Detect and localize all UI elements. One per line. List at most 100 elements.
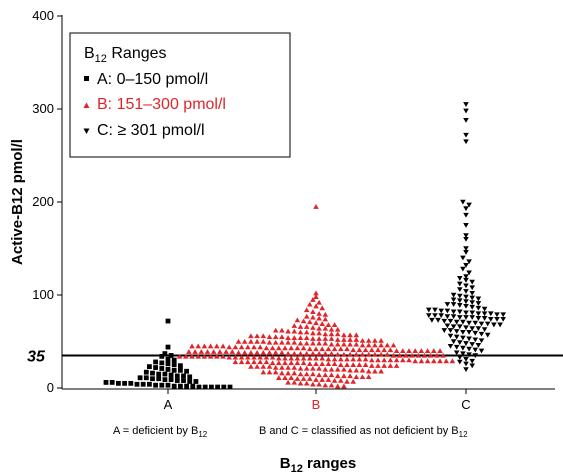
data-point-a (159, 382, 165, 388)
data-point-b (424, 358, 431, 364)
data-point-b (375, 363, 381, 368)
x-axis-title-rest: ranges (303, 455, 356, 472)
x-tick-label: C (461, 397, 470, 412)
data-point-c (463, 223, 469, 228)
data-point-b (220, 353, 226, 359)
data-point-b (235, 338, 242, 344)
data-point-b (338, 377, 344, 383)
x-axis-title: B12 ranges (280, 455, 356, 474)
data-point-b (319, 305, 325, 311)
data-point-b (257, 344, 263, 350)
data-point-b (331, 346, 338, 352)
data-point-b (272, 350, 279, 355)
data-point-b (344, 378, 350, 384)
data-point-b (291, 379, 298, 385)
data-point-c (466, 352, 472, 358)
data-point-b (307, 346, 313, 352)
data-point-b (279, 370, 285, 376)
data-point-b (316, 381, 322, 387)
data-point-b (396, 352, 403, 358)
data-point-c (457, 298, 463, 304)
x-axis-title-main: B (280, 455, 291, 472)
data-point-b (334, 326, 341, 332)
data-point-b (406, 357, 412, 363)
data-point-a (174, 373, 180, 379)
data-point-b (381, 347, 387, 353)
data-point-b (372, 368, 378, 374)
data-point-c (472, 337, 479, 343)
data-point-c (453, 319, 460, 325)
data-point-b (291, 335, 298, 340)
data-point-c (463, 289, 469, 294)
data-point-c (463, 117, 469, 123)
data-point-c (463, 367, 469, 372)
data-point-a (227, 384, 233, 390)
data-point-b (378, 368, 384, 374)
data-point-c (478, 348, 485, 354)
data-point-a (109, 380, 115, 385)
data-point-b (316, 315, 322, 321)
data-point-b (319, 321, 325, 327)
data-point-b (285, 328, 291, 334)
data-point-c (475, 343, 482, 348)
data-point-b (310, 314, 316, 320)
legend-entry-c: C: ≥ 301 pmol/l (97, 122, 205, 139)
data-point-c (463, 206, 469, 212)
data-point-a (159, 360, 165, 366)
data-point-c (481, 316, 488, 321)
data-point-a (159, 366, 165, 371)
note-not-deficient-sub: 12 (459, 430, 468, 439)
data-point-c (432, 307, 438, 313)
data-point-a (165, 361, 171, 367)
data-point-c (457, 355, 463, 360)
data-point-b (307, 355, 313, 361)
data-point-b (269, 354, 276, 360)
data-point-c (469, 310, 475, 316)
data-point-b (325, 356, 332, 362)
data-point-a (168, 377, 174, 383)
data-point-a (171, 383, 177, 389)
y-ticks: 0 100 200 300 400 (32, 8, 62, 395)
data-point-c (438, 308, 444, 314)
data-point-b (229, 349, 236, 354)
data-point-b (347, 373, 353, 379)
data-point-a (196, 384, 202, 390)
data-point-b (350, 356, 356, 362)
data-point-b (310, 350, 316, 356)
data-point-b (238, 354, 245, 360)
data-point-b (269, 345, 276, 351)
data-point-a (153, 359, 158, 365)
legend-title-sub: 12 (95, 53, 107, 65)
data-point-a (193, 379, 199, 384)
data-point-c (463, 361, 469, 367)
data-point-c (460, 199, 466, 205)
data-point-b (347, 341, 353, 347)
data-point-b (393, 363, 400, 368)
data-point-b (195, 343, 201, 349)
data-point-b (279, 334, 285, 340)
data-point-b (269, 360, 276, 366)
data-point-b (378, 351, 384, 357)
data-point-a (209, 384, 214, 390)
data-point-b (207, 353, 214, 359)
data-point-b (291, 364, 298, 370)
data-point-b (232, 354, 239, 360)
data-point-b (282, 375, 288, 380)
data-point-b (362, 347, 369, 353)
data-point-c (463, 283, 469, 289)
data-point-b (248, 350, 254, 355)
data-point-b (285, 339, 291, 345)
data-point-b (319, 346, 325, 352)
note-deficient-main: A = deficient by B (113, 425, 198, 437)
data-point-b (276, 360, 282, 366)
data-point-b (282, 355, 288, 361)
y-tick-label: 300 (32, 101, 54, 116)
data-point-b (322, 316, 329, 322)
data-point-b (291, 350, 298, 356)
data-point-b (431, 348, 437, 353)
data-point-b (294, 376, 301, 381)
data-point-b (356, 362, 363, 367)
y-tick-label: 0 (47, 380, 54, 395)
data-point-b (316, 350, 322, 356)
